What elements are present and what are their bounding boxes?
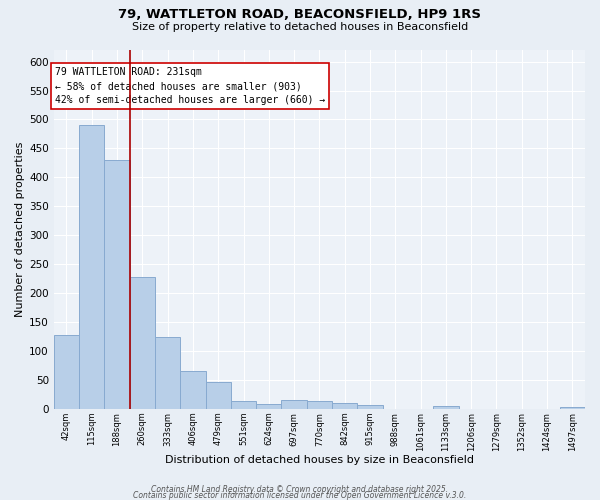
Bar: [281, 400, 307, 409]
Bar: [332, 403, 358, 409]
Text: 79, WATTLETON ROAD, BEACONSFIELD, HP9 1RS: 79, WATTLETON ROAD, BEACONSFIELD, HP9 1R…: [119, 8, 482, 20]
Bar: [180, 372, 206, 409]
Bar: [104, 160, 130, 409]
Bar: [307, 401, 332, 409]
Text: 79 WATTLETON ROAD: 231sqm
← 58% of detached houses are smaller (903)
42% of semi: 79 WATTLETON ROAD: 231sqm ← 58% of detac…: [55, 68, 325, 106]
Text: Size of property relative to detached houses in Beaconsfield: Size of property relative to detached ho…: [132, 22, 468, 32]
Bar: [79, 126, 104, 409]
Bar: [130, 277, 155, 409]
Y-axis label: Number of detached properties: Number of detached properties: [15, 142, 25, 317]
Bar: [358, 405, 383, 409]
Bar: [155, 336, 180, 409]
Bar: [560, 406, 585, 409]
Bar: [433, 406, 458, 409]
Bar: [256, 404, 281, 409]
Text: Contains public sector information licensed under the Open Government Licence v.: Contains public sector information licen…: [133, 491, 467, 500]
Bar: [206, 382, 231, 409]
Bar: [231, 401, 256, 409]
X-axis label: Distribution of detached houses by size in Beaconsfield: Distribution of detached houses by size …: [165, 455, 474, 465]
Bar: [54, 335, 79, 409]
Text: Contains HM Land Registry data © Crown copyright and database right 2025.: Contains HM Land Registry data © Crown c…: [151, 485, 449, 494]
